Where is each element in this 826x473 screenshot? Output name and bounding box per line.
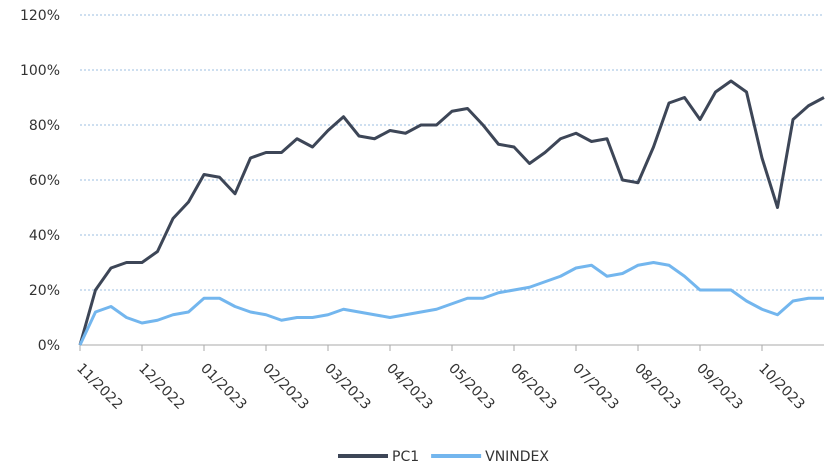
x-tick-label: 11/2022: [73, 361, 125, 413]
y-tick-label: 100%: [20, 63, 60, 79]
x-tick-label: 08/2023: [631, 361, 683, 413]
x-tick-label: 09/2023: [693, 361, 745, 413]
y-tick-label: 0%: [38, 338, 60, 354]
legend-label: VNINDEX: [485, 449, 549, 465]
x-tick-label: 07/2023: [569, 361, 621, 413]
x-tick-label: 10/2023: [755, 361, 807, 413]
y-tick-label: 40%: [29, 228, 60, 244]
y-tick-label: 60%: [29, 173, 60, 189]
x-tick-label: 02/2023: [259, 361, 311, 413]
x-tick-label: 01/2023: [197, 361, 249, 413]
y-tick-label: 80%: [29, 118, 60, 134]
x-tick-label: 12/2022: [135, 361, 187, 413]
line-series: [78, 261, 824, 346]
x-tick-label: 03/2023: [321, 361, 373, 413]
y-tick-label: 20%: [29, 283, 60, 299]
legend-label: PC1: [392, 449, 419, 465]
x-tick-label: 05/2023: [445, 361, 497, 413]
line-series: [78, 79, 825, 346]
y-tick-label: 120%: [20, 8, 60, 24]
x-tick-label: 04/2023: [383, 361, 435, 413]
x-tick-label: 06/2023: [507, 361, 559, 413]
